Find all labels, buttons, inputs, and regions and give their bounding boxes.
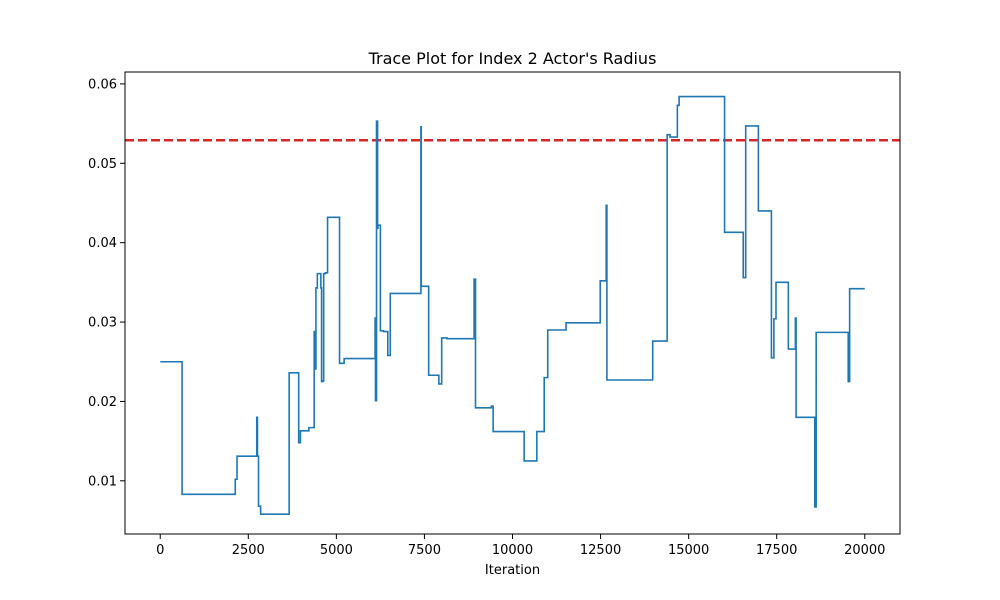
x-tick-label: 10000 <box>492 543 533 558</box>
y-tick-label: 0.02 <box>88 395 117 410</box>
x-axis-label: Iteration <box>485 563 540 578</box>
y-axis: 0.01 0.02 0.03 0.04 0.05 0.06 <box>88 77 125 489</box>
x-tick-label: 0 <box>156 543 164 558</box>
y-tick-label: 0.06 <box>88 77 117 92</box>
x-tick-label: 7500 <box>408 543 441 558</box>
x-tick-label: 17500 <box>756 543 797 558</box>
x-tick-label: 2500 <box>232 543 265 558</box>
trace-line <box>160 95 865 515</box>
chart-title: Trace Plot for Index 2 Actor's Radius <box>368 49 657 68</box>
y-tick-label: 0.04 <box>88 236 117 251</box>
x-tick-label: 5000 <box>320 543 353 558</box>
y-tick-label: 0.01 <box>88 474 117 489</box>
y-tick-label: 0.03 <box>88 316 117 331</box>
series-layer <box>160 95 865 515</box>
x-tick-label: 12500 <box>580 543 621 558</box>
x-tick-label: 20000 <box>844 543 885 558</box>
y-tick-label: 0.05 <box>88 157 117 172</box>
x-axis: 0 2500 5000 7500 10000 12500 15000 17500 20000 <box>156 534 885 558</box>
x-tick-label: 15000 <box>668 543 709 558</box>
